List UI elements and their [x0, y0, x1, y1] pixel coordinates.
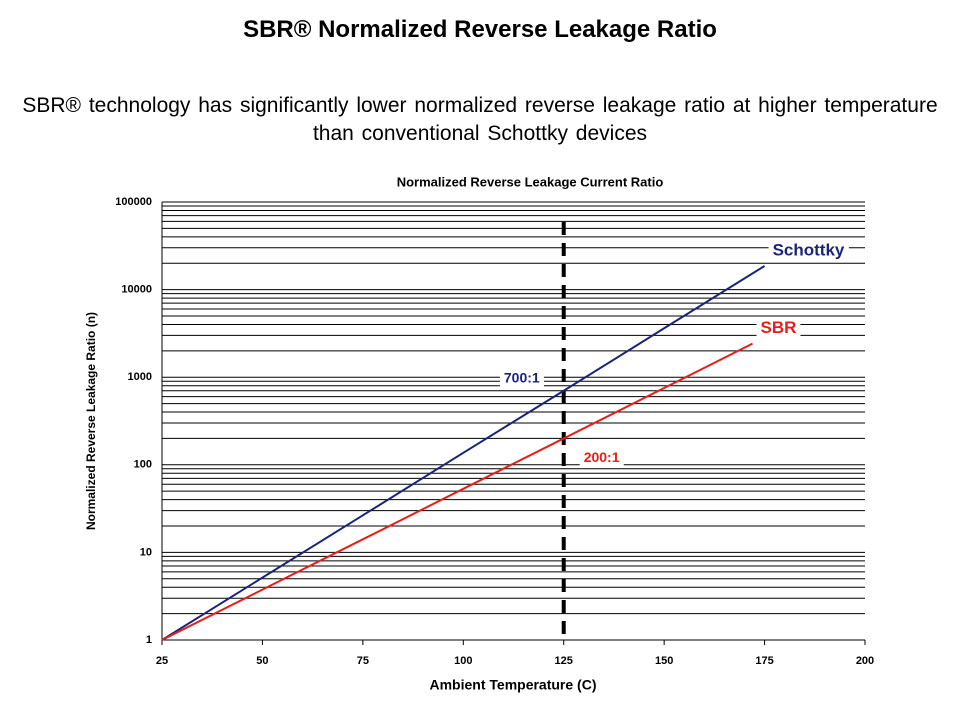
- x-tick-label: 200: [856, 655, 874, 667]
- label-background: [768, 239, 849, 261]
- label-background: [756, 317, 801, 339]
- y-tick-label: 10000: [121, 284, 152, 296]
- annotation: 200:1: [584, 449, 620, 465]
- slide-title: SBR® Normalized Reverse Leakage Ratio: [243, 16, 717, 43]
- label-background: [579, 448, 624, 467]
- y-tick-label: 1: [146, 634, 152, 646]
- y-tick-label: 100: [134, 459, 152, 471]
- x-tick-label: 150: [655, 655, 673, 667]
- y-tick-label: 10: [140, 546, 152, 558]
- slide-subtitle: SBR® technology has significantly lower …: [22, 94, 938, 145]
- annotation: 700:1: [504, 369, 540, 385]
- label-background: [499, 368, 544, 387]
- x-tick-label: 175: [755, 655, 773, 667]
- y-axis-label: Normalized Reverse Leakage Ratio (n): [84, 312, 98, 530]
- x-tick-label: 125: [555, 655, 573, 667]
- series-line: [161, 342, 753, 641]
- x-tick-label: 50: [256, 655, 268, 667]
- x-tick-label: 75: [357, 655, 369, 667]
- series-label: Schottky: [773, 240, 845, 259]
- x-tick-label: 25: [156, 655, 168, 667]
- chart-title: Normalized Reverse Leakage Current Ratio: [397, 174, 664, 189]
- series-line: [161, 265, 766, 641]
- x-axis-label: Ambient Temperature (C): [430, 677, 597, 693]
- x-tick-label: 100: [454, 655, 472, 667]
- y-tick-label: 1000: [128, 371, 152, 383]
- series-label: SBR: [761, 318, 797, 337]
- y-tick-label: 100000: [115, 196, 152, 208]
